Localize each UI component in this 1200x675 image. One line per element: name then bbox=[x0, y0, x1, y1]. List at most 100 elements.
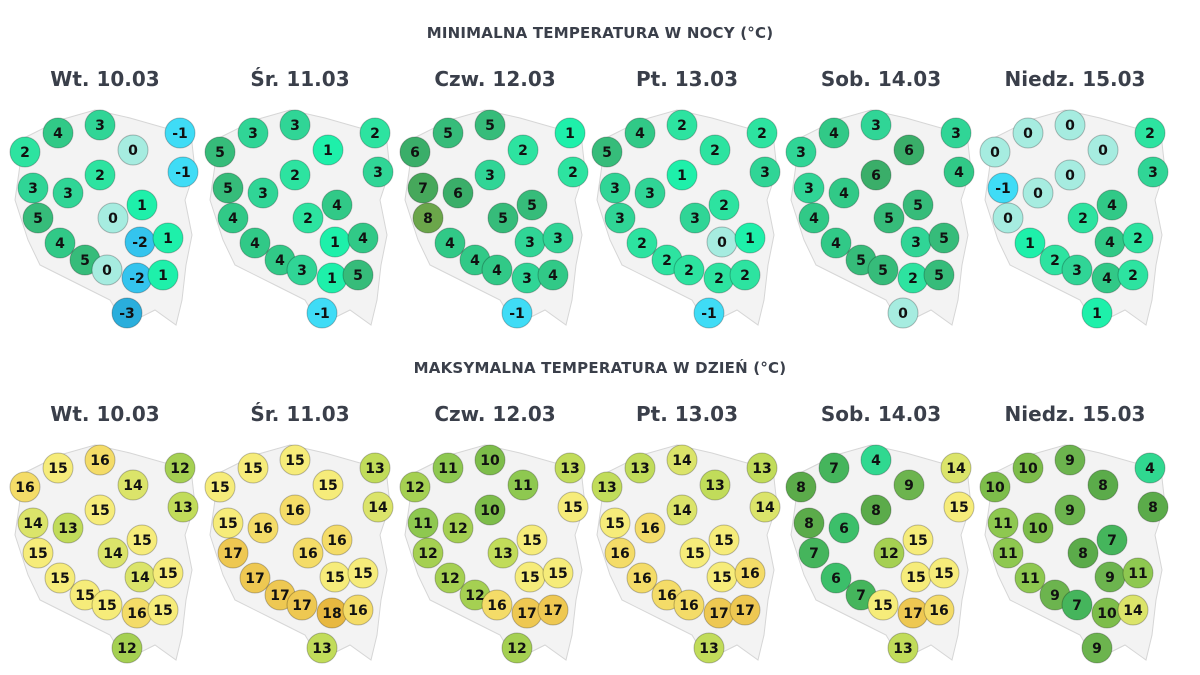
marker-value: 13 bbox=[752, 461, 771, 477]
temperature-marker: 5 bbox=[516, 189, 548, 221]
temperature-marker: 3 bbox=[237, 117, 269, 149]
marker-circle bbox=[626, 227, 658, 259]
temperature-marker: 1 bbox=[147, 259, 179, 291]
marker-value: 13 bbox=[560, 461, 579, 477]
marker-circle bbox=[507, 469, 539, 501]
marker-value: 14 bbox=[103, 546, 123, 562]
temperature-marker: 7 bbox=[798, 537, 830, 569]
marker-circle bbox=[204, 136, 236, 168]
marker-circle bbox=[22, 202, 54, 234]
temperature-marker: 2 bbox=[1122, 222, 1154, 254]
marker-value: 14 bbox=[23, 516, 43, 532]
temperature-marker: 13 bbox=[624, 452, 656, 484]
temperature-marker: 8 bbox=[1087, 469, 1119, 501]
marker-circle bbox=[247, 512, 279, 544]
marker-value: 15 bbox=[218, 516, 237, 532]
marker-circle bbox=[679, 537, 711, 569]
marker-value: 13 bbox=[630, 461, 649, 477]
temperature-marker: 15 bbox=[312, 469, 344, 501]
temperature-marker: 11 bbox=[407, 507, 439, 539]
marker-value: 13 bbox=[493, 546, 512, 562]
marker-circle bbox=[860, 444, 892, 476]
marker-circle bbox=[126, 524, 158, 556]
marker-value: 1 bbox=[1092, 306, 1102, 322]
temperature-marker: 12 bbox=[442, 512, 474, 544]
marker-circle bbox=[237, 117, 269, 149]
marker-value: 17 bbox=[245, 571, 264, 587]
temperature-marker: 2 bbox=[673, 254, 705, 286]
marker-value: -2 bbox=[129, 271, 145, 287]
marker-circle bbox=[557, 491, 589, 523]
temperature-marker: 8 bbox=[785, 471, 817, 503]
temperature-marker: 8 bbox=[412, 202, 444, 234]
marker-circle bbox=[342, 594, 374, 626]
marker-value: 6 bbox=[871, 168, 881, 184]
marker-circle bbox=[9, 136, 41, 168]
marker-value: 3 bbox=[290, 118, 300, 134]
temperature-marker: 15 bbox=[514, 561, 546, 593]
marker-circle bbox=[501, 632, 533, 664]
temperature-marker: 18 bbox=[316, 597, 348, 629]
marker-value: 12 bbox=[448, 521, 467, 537]
marker-value: 15 bbox=[353, 566, 372, 582]
temperature-marker: 10 bbox=[1012, 452, 1044, 484]
marker-value: 14 bbox=[368, 500, 388, 516]
marker-circle bbox=[164, 117, 196, 149]
temperature-marker: 16 bbox=[673, 589, 705, 621]
marker-value: 15 bbox=[90, 503, 109, 519]
temperature-marker: 2 bbox=[897, 262, 929, 294]
temperature-marker: 3 bbox=[362, 156, 394, 188]
marker-value: 3 bbox=[95, 118, 105, 134]
temperature-marker: 4 bbox=[239, 227, 271, 259]
marker-value: 16 bbox=[90, 453, 109, 469]
marker-value: 0 bbox=[1023, 126, 1033, 142]
marker-value: 5 bbox=[878, 263, 888, 279]
marker-value: 6 bbox=[904, 143, 914, 159]
temperature-marker: 13 bbox=[306, 632, 338, 664]
temperature-marker: 13 bbox=[359, 452, 391, 484]
marker-value: 16 bbox=[298, 546, 317, 562]
marker-circle bbox=[117, 134, 149, 166]
temperature-marker: 3 bbox=[514, 226, 546, 258]
marker-value: 18 bbox=[322, 606, 341, 622]
marker-value: 8 bbox=[423, 211, 433, 227]
marker-value: 5 bbox=[527, 198, 537, 214]
temperature-marker: 12 bbox=[412, 537, 444, 569]
marker-circle bbox=[286, 254, 318, 286]
marker-value: 15 bbox=[97, 598, 116, 614]
marker-value: 15 bbox=[712, 570, 731, 586]
marker-value: 4 bbox=[1107, 198, 1117, 214]
marker-value: 3 bbox=[690, 211, 700, 227]
marker-value: 5 bbox=[934, 268, 944, 284]
day-title: Czw. 12.03 bbox=[434, 402, 556, 426]
section-title-min-temp: MINIMALNA TEMPERATURA W NOCY (°C) bbox=[426, 24, 774, 42]
marker-circle bbox=[818, 117, 850, 149]
temperature-marker: 3 bbox=[17, 172, 49, 204]
marker-value: 2 bbox=[677, 118, 687, 134]
temperature-marker: 14 bbox=[124, 561, 156, 593]
temperature-marker: 13 bbox=[693, 632, 725, 664]
temperature-marker: 15 bbox=[204, 471, 236, 503]
marker-circle bbox=[279, 109, 311, 141]
marker-value: 2 bbox=[518, 143, 528, 159]
marker-circle bbox=[798, 202, 830, 234]
marker-value: 4 bbox=[1102, 271, 1112, 287]
temperature-marker: 16 bbox=[734, 557, 766, 589]
temperature-marker: 15 bbox=[928, 557, 960, 589]
marker-value: 4 bbox=[275, 253, 285, 269]
marker-value: 4 bbox=[445, 236, 455, 252]
marker-value: 15 bbox=[28, 546, 47, 562]
marker-value: 3 bbox=[871, 118, 881, 134]
temperature-marker: 2 bbox=[557, 156, 589, 188]
marker-value: 0 bbox=[898, 306, 908, 322]
marker-value: 5 bbox=[33, 211, 43, 227]
temperature-marker: 15 bbox=[516, 524, 548, 556]
marker-value: 10 bbox=[1028, 521, 1048, 537]
marker-circle bbox=[860, 109, 892, 141]
temperature-marker: 9 bbox=[893, 469, 925, 501]
temperature-marker: 10 bbox=[1022, 512, 1054, 544]
temperature-marker: 8 bbox=[860, 494, 892, 526]
marker-circle bbox=[746, 452, 778, 484]
